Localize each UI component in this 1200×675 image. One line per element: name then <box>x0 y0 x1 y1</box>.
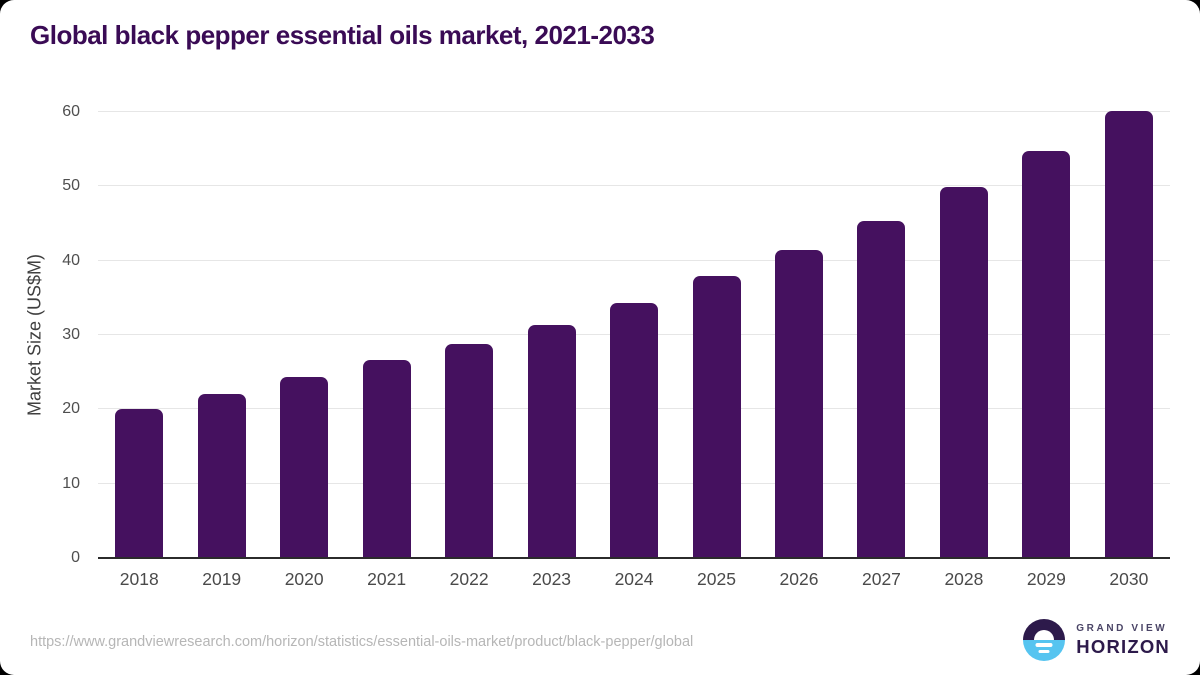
x-label-2018: 2018 <box>119 569 159 589</box>
bar-slot-2026 <box>758 112 840 558</box>
bar-slot-2024 <box>593 112 675 558</box>
bar-slot-2025 <box>675 112 757 558</box>
y-axis-ticks: 0 10 20 30 40 50 60 <box>30 104 88 566</box>
bar-series <box>98 111 1170 558</box>
bar-slot-2021 <box>345 112 427 558</box>
gridline-40 <box>98 259 1170 261</box>
x-label-2030: 2030 <box>1109 569 1149 589</box>
gridline-50 <box>98 185 1170 187</box>
bar-slot-2022 <box>428 112 510 558</box>
bar-slot-2020 <box>263 112 345 558</box>
source-url: https://www.grandviewresearch.com/horizo… <box>30 634 694 650</box>
y-tick-60: 60 <box>62 103 80 120</box>
bar-slot-2028 <box>923 112 1005 558</box>
y-tick-20: 20 <box>62 400 80 418</box>
x-label-2025: 2025 <box>697 569 736 589</box>
bar-2028[interactable] <box>939 187 988 558</box>
bar-slot-2023 <box>510 112 592 558</box>
logo-wordmark: GRAND VIEW HORIZON <box>1076 623 1170 658</box>
x-axis-line <box>98 557 1170 559</box>
bar-2020[interactable] <box>280 377 329 558</box>
bar-2023[interactable] <box>527 324 576 558</box>
logo-text-grand-view: GRAND VIEW <box>1076 622 1168 634</box>
logo-text-horizon: HORIZON <box>1076 635 1170 657</box>
bar-2019[interactable] <box>197 393 246 558</box>
bar-2027[interactable] <box>857 220 906 558</box>
bar-2025[interactable] <box>692 276 741 558</box>
bar-2021[interactable] <box>362 360 411 558</box>
x-label-2022: 2022 <box>449 569 489 589</box>
x-label-2023: 2023 <box>532 569 572 589</box>
x-axis-labels: 2018 2019 2020 2021 2022 2023 2024 2025 2026 2027… <box>98 569 1170 590</box>
bar-2024[interactable] <box>610 303 659 558</box>
plot-area <box>98 111 1170 559</box>
bar-slot-2029 <box>1005 112 1087 558</box>
logo-reflection-line-2 <box>1038 649 1050 653</box>
bar-2022[interactable] <box>445 343 494 558</box>
x-label-2024: 2024 <box>614 569 654 589</box>
x-label-2019: 2019 <box>202 569 242 589</box>
logo-sun-shape <box>1034 630 1055 640</box>
y-tick-50: 50 <box>62 177 80 195</box>
bar-slot-2027 <box>840 112 922 558</box>
bar-2026[interactable] <box>774 250 823 558</box>
bar-2018[interactable] <box>115 408 164 558</box>
bar-slot-2019 <box>180 112 262 558</box>
x-label-2020: 2020 <box>284 569 324 589</box>
bar-2030[interactable] <box>1104 111 1153 558</box>
y-tick-10: 10 <box>62 474 80 492</box>
x-label-2028: 2028 <box>944 569 984 589</box>
gridline-60 <box>98 111 1170 112</box>
logo-reflection-line-1 <box>1035 643 1053 647</box>
chart-title: Global black pepper essential oils marke… <box>30 20 655 50</box>
x-label-2026: 2026 <box>779 569 819 589</box>
brand-logo: GRAND VIEW HORIZON <box>1023 619 1170 661</box>
horizon-sunrise-icon <box>1023 619 1066 661</box>
bar-slot-2030 <box>1088 111 1170 558</box>
logo-sky-half <box>1023 619 1066 640</box>
y-tick-30: 30 <box>62 326 80 343</box>
bar-slot-2018 <box>98 112 180 558</box>
bar-2029[interactable] <box>1022 151 1071 558</box>
x-label-2029: 2029 <box>1026 569 1066 589</box>
y-tick-40: 40 <box>62 251 80 269</box>
x-label-2027: 2027 <box>861 569 901 589</box>
y-tick-0: 0 <box>71 549 80 566</box>
x-label-2021: 2021 <box>367 569 407 589</box>
